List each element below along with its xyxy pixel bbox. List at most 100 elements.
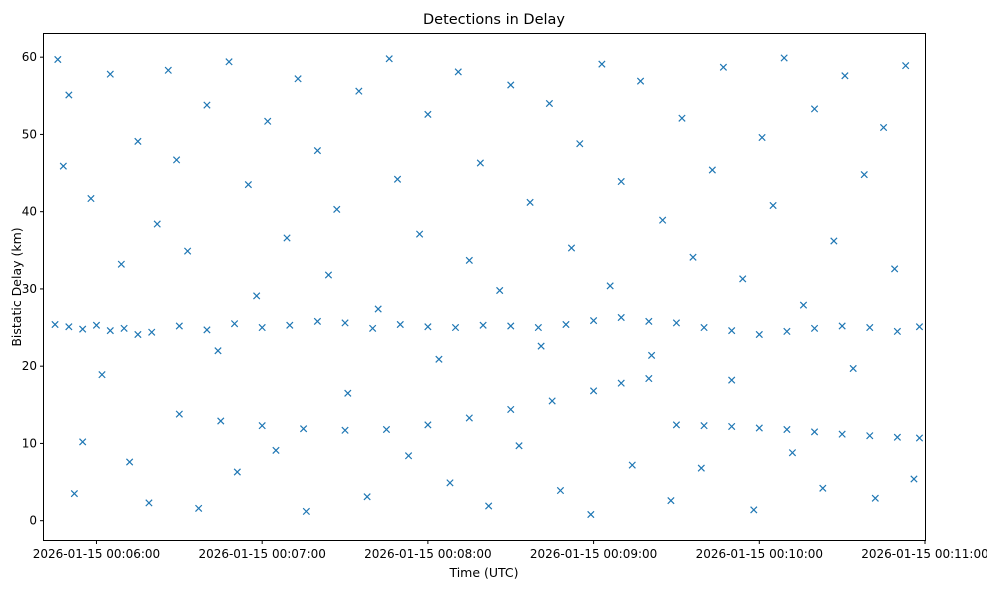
- data-point: [507, 81, 515, 89]
- data-point: [79, 325, 87, 333]
- data-point: [244, 181, 252, 189]
- data-point: [507, 322, 515, 330]
- data-point: [728, 422, 736, 431]
- data-point: [175, 410, 183, 418]
- data-point: [672, 421, 681, 429]
- data-point: [264, 117, 272, 125]
- data-point: [134, 137, 142, 146]
- data-point: [769, 201, 777, 210]
- data-point: [860, 170, 868, 179]
- data-point: [708, 166, 716, 174]
- data-point: [65, 323, 73, 331]
- data-point: [374, 305, 382, 313]
- data-point: [98, 371, 106, 379]
- x-tick-label: 2026-01-15 00:11:00: [861, 547, 987, 561]
- data-point: [758, 133, 766, 142]
- y-tick-label: 10: [22, 436, 37, 450]
- data-point: [253, 292, 261, 300]
- data-point: [153, 220, 161, 228]
- data-point: [145, 499, 153, 507]
- data-point: [117, 260, 125, 268]
- data-point: [576, 140, 584, 148]
- y-axis-label: Bistatic Delay (km): [9, 227, 24, 346]
- data-point: [628, 461, 636, 469]
- data-point: [299, 425, 308, 433]
- data-point: [59, 162, 67, 170]
- y-tick-label: 60: [22, 50, 37, 64]
- data-point: [910, 475, 918, 483]
- data-point: [689, 253, 697, 261]
- data-point: [195, 504, 203, 512]
- data-point: [51, 320, 59, 329]
- data-point: [810, 324, 819, 332]
- data-point: [479, 321, 487, 329]
- data-point: [313, 147, 322, 155]
- plot-frame: [43, 33, 926, 541]
- x-axis-ticks: 2026-01-15 00:06:00 2026-01-15 00:07:00 20…: [33, 540, 987, 561]
- data-point: [283, 234, 291, 242]
- data-point: [125, 458, 134, 466]
- data-point: [172, 156, 181, 164]
- x-tick-label: 2026-01-15 00:08:00: [364, 547, 491, 561]
- data-point: [617, 177, 625, 186]
- data-point: [272, 446, 280, 455]
- data-point: [589, 387, 598, 395]
- data-point: [606, 282, 614, 290]
- data-point: [866, 323, 874, 332]
- x-tick-label: 2026-01-15 00:09:00: [530, 547, 657, 561]
- data-point: [415, 230, 424, 238]
- data-point: [838, 430, 846, 438]
- data-points: [51, 54, 924, 519]
- data-point: [562, 320, 570, 329]
- data-point: [424, 421, 432, 429]
- data-point: [313, 317, 322, 326]
- data-point: [106, 327, 114, 335]
- data-point: [567, 244, 576, 252]
- data-point: [465, 414, 473, 422]
- data-point: [617, 313, 625, 322]
- data-point: [697, 464, 705, 472]
- data-point: [385, 55, 393, 63]
- data-point: [783, 425, 791, 434]
- data-point: [893, 327, 902, 336]
- data-point: [783, 327, 791, 336]
- data-point: [879, 123, 888, 132]
- data-point: [830, 237, 838, 245]
- data-point: [672, 319, 681, 327]
- data-point: [534, 323, 542, 332]
- data-point: [647, 351, 656, 359]
- data-point: [369, 324, 377, 332]
- y-tick-label: 30: [22, 282, 37, 296]
- data-point: [302, 507, 310, 516]
- data-point: [363, 493, 371, 501]
- data-point: [344, 389, 352, 397]
- data-point: [258, 422, 266, 430]
- data-point: [915, 323, 924, 331]
- data-point: [750, 506, 758, 514]
- data-point: [507, 405, 515, 414]
- data-point: [598, 60, 606, 68]
- data-point: [341, 319, 349, 327]
- data-point: [225, 58, 233, 66]
- data-point: [286, 321, 294, 329]
- data-point: [719, 63, 728, 71]
- data-point: [465, 256, 473, 264]
- data-point: [587, 510, 595, 519]
- data-point: [203, 101, 211, 109]
- data-point: [230, 320, 239, 328]
- data-point: [700, 323, 708, 332]
- x-tick-label: 2026-01-15 00:06:00: [33, 547, 160, 561]
- data-point: [556, 486, 565, 495]
- data-point: [355, 87, 363, 95]
- y-tick-label: 50: [22, 127, 37, 141]
- data-point: [728, 376, 736, 384]
- data-point: [404, 452, 413, 460]
- x-tick-label: 2026-01-15 00:10:00: [696, 547, 823, 561]
- data-point: [866, 432, 874, 440]
- data-point: [589, 316, 598, 325]
- data-point: [871, 494, 879, 502]
- data-point: [799, 301, 808, 309]
- data-point: [890, 265, 899, 273]
- data-point: [810, 428, 819, 436]
- data-point: [728, 327, 736, 335]
